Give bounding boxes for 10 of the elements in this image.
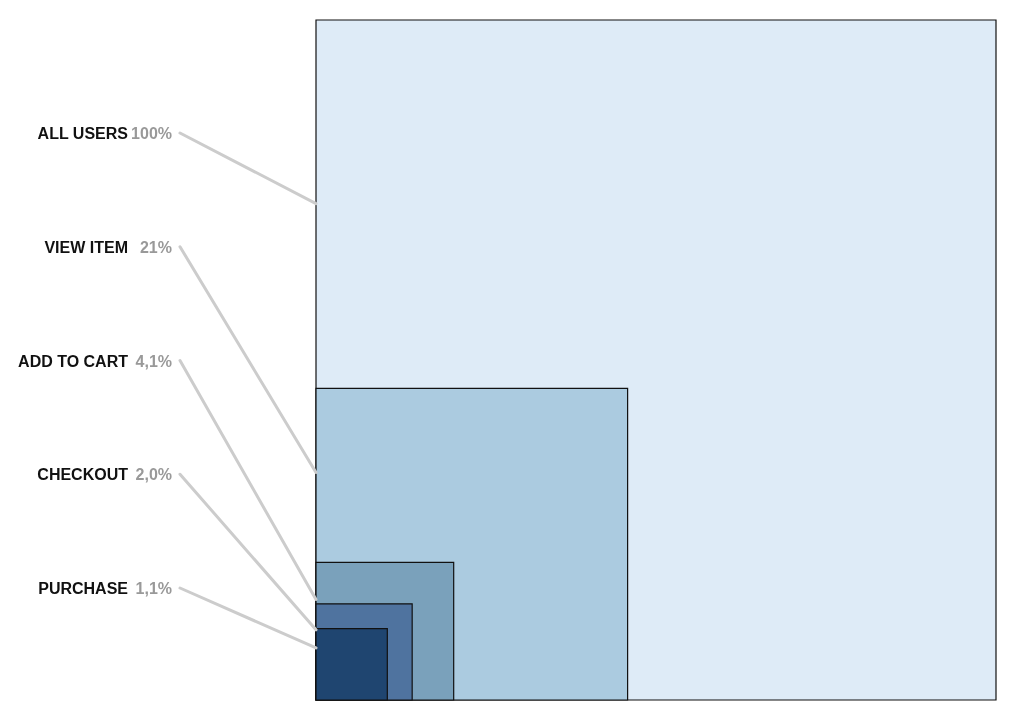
data-label: 2,0% (135, 466, 172, 484)
data-label: 4,1% (135, 352, 172, 370)
category-label: ALL USERS (37, 125, 129, 142)
category-label: PURCHASE (38, 580, 129, 597)
category-label: CHECKOUT (37, 466, 129, 484)
data-label: 21% (139, 238, 172, 256)
category-label: VIEW ITEM (44, 238, 128, 256)
category-label: ADD TO CART (18, 352, 129, 370)
data-label: 1,1% (135, 580, 172, 597)
data-label: 100% (131, 125, 172, 142)
